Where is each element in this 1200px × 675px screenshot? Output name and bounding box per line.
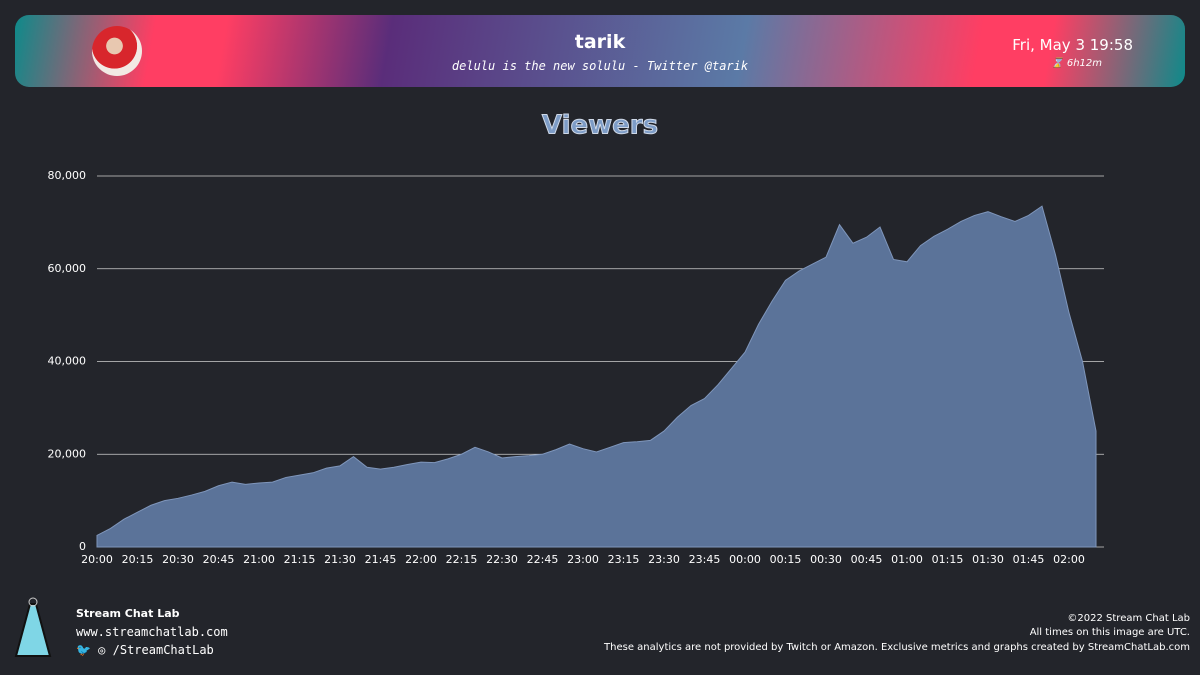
y-tick-label: 20,000	[48, 447, 87, 460]
y-tick-label: 80,000	[48, 169, 87, 182]
avatar	[92, 26, 142, 76]
y-tick-label: 0	[79, 540, 86, 553]
x-tick-label: 22:45	[527, 553, 559, 566]
duration: ⌛ 6h12m	[1051, 58, 1102, 69]
logo	[14, 597, 52, 657]
x-tick-label: 21:45	[365, 553, 397, 566]
viewers-area	[96, 205, 1097, 548]
x-tick-label: 21:00	[243, 553, 275, 566]
social-handle: /StreamChatLab	[112, 643, 214, 657]
x-tick-label: 02:00	[1053, 553, 1085, 566]
x-tick-label: 01:15	[932, 553, 964, 566]
x-tick-label: 20:00	[81, 553, 113, 566]
copyright: ©2022 Stream Chat Lab	[1067, 613, 1190, 624]
x-tick-label: 00:45	[851, 553, 883, 566]
y-tick-label: 60,000	[48, 262, 87, 275]
x-tick-label: 23:15	[608, 553, 640, 566]
y-tick-label: 40,000	[48, 355, 87, 368]
tagline: delulu is the new solulu - Twitter @tari…	[451, 59, 749, 73]
stream-date: Fri, May 3 19:58	[1012, 36, 1133, 54]
x-tick-label: 01:30	[972, 553, 1004, 566]
streamer-name: tarik	[574, 31, 626, 53]
x-tick-label: 20:45	[203, 553, 235, 566]
x-tick-label: 21:30	[324, 553, 356, 566]
chart-title: Viewers	[542, 111, 658, 141]
x-tick-label: 22:00	[405, 553, 437, 566]
x-tick-label: 22:15	[446, 553, 478, 566]
x-tick-label: 20:15	[122, 553, 154, 566]
x-tick-label: 23:00	[567, 553, 599, 566]
social: 🐦 ◎ /StreamChatLab	[76, 643, 214, 657]
x-tick-label: 01:45	[1013, 553, 1045, 566]
disclaimer: These analytics are not provided by Twit…	[604, 642, 1190, 653]
x-tick-label: 00:30	[810, 553, 842, 566]
x-tick-label: 23:30	[648, 553, 680, 566]
brand: Stream Chat Lab	[76, 607, 180, 620]
duration-text: 6h12m	[1066, 58, 1102, 69]
x-tick-label: 01:00	[891, 553, 923, 566]
x-tick-label: 00:00	[729, 553, 761, 566]
x-tick-label: 00:15	[770, 553, 802, 566]
x-tick-label: 21:15	[284, 553, 316, 566]
x-tick-label: 22:30	[486, 553, 518, 566]
header-banner: tarik delulu is the new solulu - Twitter…	[15, 15, 1185, 87]
timezone-note: All times on this image are UTC.	[1029, 627, 1190, 638]
x-tick-label: 23:45	[689, 553, 721, 566]
x-tick-label: 20:30	[162, 553, 194, 566]
website: www.streamchatlab.com	[76, 625, 228, 639]
